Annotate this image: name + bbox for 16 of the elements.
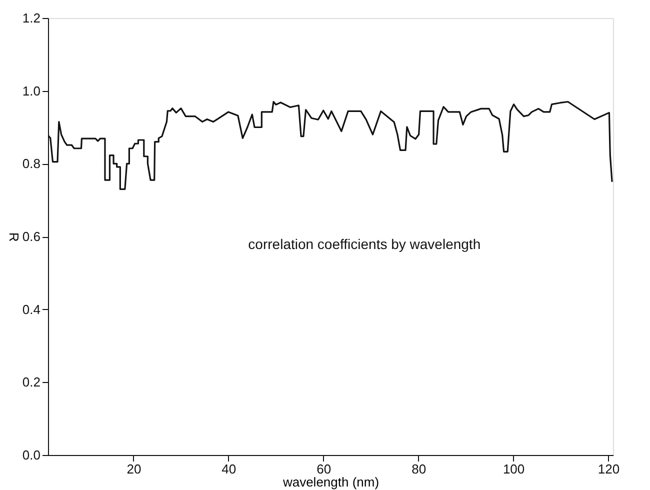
y-tick-label: 0.0	[22, 448, 40, 462]
x-tick-label: 100	[502, 462, 525, 476]
x-tick-label: 60	[316, 462, 332, 476]
y-axis-title: R	[6, 232, 22, 242]
annotation: correlation coefficients by wavelength	[248, 236, 481, 252]
x-tick-label: 120	[598, 462, 620, 476]
x-tick-label: 40	[222, 462, 236, 476]
y-tick-label: 0.8	[22, 156, 40, 172]
x-tick-label: 20	[126, 462, 142, 476]
y-tick-label: 1.2	[22, 10, 40, 26]
y-tick-label: 0.4	[22, 302, 40, 317]
y-tick-label: 0.2	[22, 374, 40, 390]
x-tick-label: 80	[412, 462, 426, 476]
x-axis-title: wavelength (nm)	[282, 474, 380, 490]
y-tick-label: 0.6	[22, 229, 40, 244]
y-tick-label: 1.0	[22, 83, 40, 98]
